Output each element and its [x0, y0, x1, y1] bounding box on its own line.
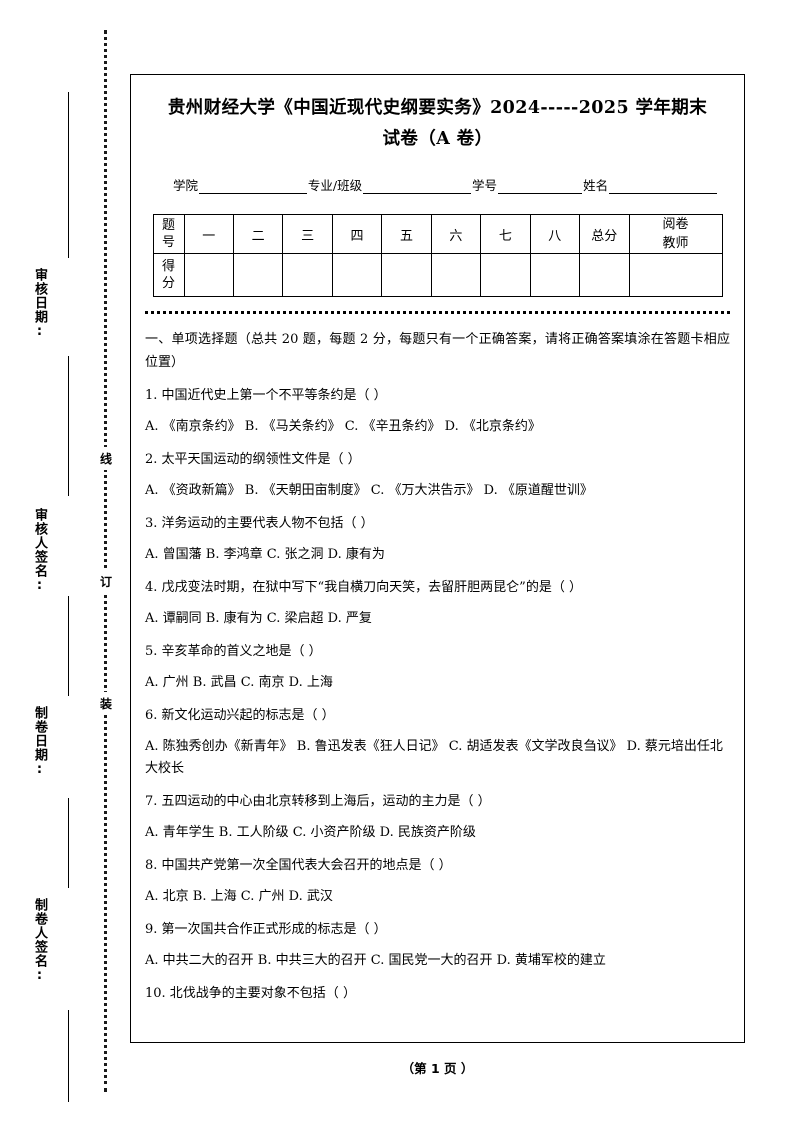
score-cell-2[interactable] [232, 253, 284, 297]
field-label-name: 姓名 [583, 178, 609, 193]
score-cell-5[interactable] [381, 253, 432, 297]
margin-rule-3 [68, 596, 69, 696]
score-cell-8[interactable] [529, 253, 581, 297]
fold-char-xian: 线 [96, 447, 116, 470]
question-8-stem: 8. 中国共产党第一次全国代表大会召开的地点是（ ） [145, 858, 452, 873]
row-header-score: 得 分 [152, 253, 185, 297]
question-10: 10. 北伐战争的主要对象不包括（ ） [145, 983, 730, 1005]
fold-char-zhuang: 装 [96, 692, 116, 715]
question-9-options[interactable]: A. 中共二大的召开 B. 中共三大的召开 C. 国民党一大的召开 D. 黄埔军… [145, 953, 606, 968]
page-number-footer: （第 1 页 ） [401, 1061, 474, 1076]
question-5-options[interactable]: A. 广州 B. 武昌 C. 南京 D. 上海 [145, 675, 333, 690]
score-cell-grading-teacher[interactable] [628, 253, 723, 297]
margin-label-author-signature: 制卷人签名: [32, 898, 47, 984]
score-cell-7[interactable] [480, 253, 531, 297]
col-header-total: 总分 [579, 214, 630, 254]
question-5-stem: 5. 辛亥革命的首义之地是（ ） [145, 644, 322, 659]
col-header-6: 六 [430, 214, 482, 254]
question-9: 9. 第一次国共合作正式形成的标志是（ ） A. 中共二大的召开 B. 中共三大… [145, 919, 730, 972]
margin-label-reviewer-signature: 审核人签名: [32, 508, 47, 594]
binding-fold-line [104, 30, 107, 1092]
question-3-stem: 3. 洋务运动的主要代表人物不包括（ ） [145, 516, 374, 531]
row-header-question-number: 题 号 [152, 214, 185, 254]
margin-rule-1 [68, 92, 69, 258]
exam-sheet: 贵州财经大学《中国近现代史纲要实务》2024-----2025 学年期末 试卷（… [130, 74, 745, 1043]
question-7: 7. 五四运动的中心由北京转移到上海后，运动的主力是（ ） A. 青年学生 B.… [145, 791, 730, 844]
field-input-student-id[interactable] [497, 180, 583, 194]
margin-label-review-date: 审核日期: [32, 268, 47, 340]
page-title-line-1: 贵州财经大学《中国近现代史纲要实务》2024-----2025 学年期末 [167, 98, 708, 118]
margin-rule-5 [68, 1010, 69, 1102]
question-4: 4. 戊戌变法时期，在狱中写下“我自横刀向天笑，去留肝胆两昆仑”的是（ ） A.… [145, 577, 730, 630]
left-margin-annotations: 审核日期: 审核人签名: 制卷日期: 制卷人签名: [0, 0, 96, 1122]
score-cell-6[interactable] [430, 253, 482, 297]
table-row-scores: 得 分 [152, 253, 723, 297]
question-3: 3. 洋务运动的主要代表人物不包括（ ） A. 曾国藩 B. 李鸿章 C. 张之… [145, 513, 730, 566]
section-divider [145, 311, 730, 314]
col-header-4: 四 [331, 214, 383, 254]
margin-rule-2 [68, 356, 69, 496]
question-1: 1. 中国近代史上第一个不平等条约是（ ） A. 《南京条约》 B. 《马关条约… [145, 385, 730, 438]
score-cell-3[interactable] [282, 253, 333, 297]
field-label-student-id: 学号 [471, 178, 497, 193]
question-4-options[interactable]: A. 谭嗣同 B. 康有为 C. 梁启超 D. 严复 [145, 611, 372, 626]
question-8-options[interactable]: A. 北京 B. 上海 C. 广州 D. 武汉 [145, 889, 333, 904]
field-label-college: 学院 [173, 178, 199, 193]
field-input-college[interactable] [199, 180, 307, 194]
question-6-stem: 6. 新文化运动兴起的标志是（ ） [145, 708, 335, 723]
question-6-options[interactable]: A. 陈独秀创办《新青年》 B. 鲁迅发表《狂人日记》 C. 胡适发表《文学改良… [145, 739, 723, 776]
col-header-8: 八 [529, 214, 581, 254]
question-7-options[interactable]: A. 青年学生 B. 工人阶级 C. 小资产阶级 D. 民族资产阶级 [145, 825, 476, 840]
score-cell-1[interactable] [183, 253, 234, 297]
question-2-options[interactable]: A. 《资政新篇》 B. 《天朝田亩制度》 C. 《万大洪告示》 D. 《原道醒… [145, 483, 593, 498]
field-label-major-class: 专业/班级 [307, 178, 363, 193]
col-header-2: 二 [232, 214, 284, 254]
question-5: 5. 辛亥革命的首义之地是（ ） A. 广州 B. 武昌 C. 南京 D. 上海 [145, 641, 730, 694]
score-cell-total[interactable] [579, 253, 630, 297]
col-header-5: 五 [381, 214, 432, 254]
col-header-1: 一 [183, 214, 234, 254]
margin-rule-4 [68, 798, 69, 888]
field-input-major-class[interactable] [363, 180, 471, 194]
question-2-stem: 2. 太平天国运动的纲领性文件是（ ） [145, 452, 361, 467]
question-10-stem: 10. 北伐战争的主要对象不包括（ ） [145, 986, 356, 1001]
page-title-line-2: 试卷（A 卷） [382, 129, 493, 149]
section-heading-multiple-choice: 一、单项选择题（总共 20 题，每题 2 分，每题只有一个正确答案，请将正确答案… [145, 332, 730, 370]
fold-char-ding: 订 [96, 570, 116, 593]
col-header-grading-teacher: 阅卷 教师 [628, 214, 723, 254]
question-9-stem: 9. 第一次国共合作正式形成的标志是（ ） [145, 922, 387, 937]
field-input-name[interactable] [609, 180, 717, 194]
question-8: 8. 中国共产党第一次全国代表大会召开的地点是（ ） A. 北京 B. 上海 C… [145, 855, 730, 908]
student-info-line: 学院 专业/班级 学号 姓名 [145, 175, 730, 194]
table-row-question-numbers: 题 号 一 二 三 四 五 六 七 八 总分 阅卷 教师 [152, 214, 723, 254]
score-table: 题 号 一 二 三 四 五 六 七 八 总分 阅卷 教师 得 分 [152, 214, 723, 297]
col-header-7: 七 [480, 214, 531, 254]
question-1-stem: 1. 中国近代史上第一个不平等条约是（ ） [145, 388, 387, 403]
question-1-options[interactable]: A. 《南京条约》 B. 《马关条约》 C. 《辛丑条约》 D. 《北京条约》 [145, 419, 541, 434]
question-4-stem: 4. 戊戌变法时期，在狱中写下“我自横刀向天笑，去留肝胆两昆仑”的是（ ） [145, 580, 582, 595]
question-7-stem: 7. 五四运动的中心由北京转移到上海后，运动的主力是（ ） [145, 794, 491, 809]
question-3-options[interactable]: A. 曾国藩 B. 李鸿章 C. 张之洞 D. 康有为 [145, 547, 385, 562]
score-cell-4[interactable] [331, 253, 383, 297]
question-2: 2. 太平天国运动的纲领性文件是（ ） A. 《资政新篇》 B. 《天朝田亩制度… [145, 449, 730, 502]
margin-label-paper-date: 制卷日期: [32, 706, 47, 778]
question-6: 6. 新文化运动兴起的标志是（ ） A. 陈独秀创办《新青年》 B. 鲁迅发表《… [145, 705, 730, 780]
col-header-3: 三 [282, 214, 333, 254]
